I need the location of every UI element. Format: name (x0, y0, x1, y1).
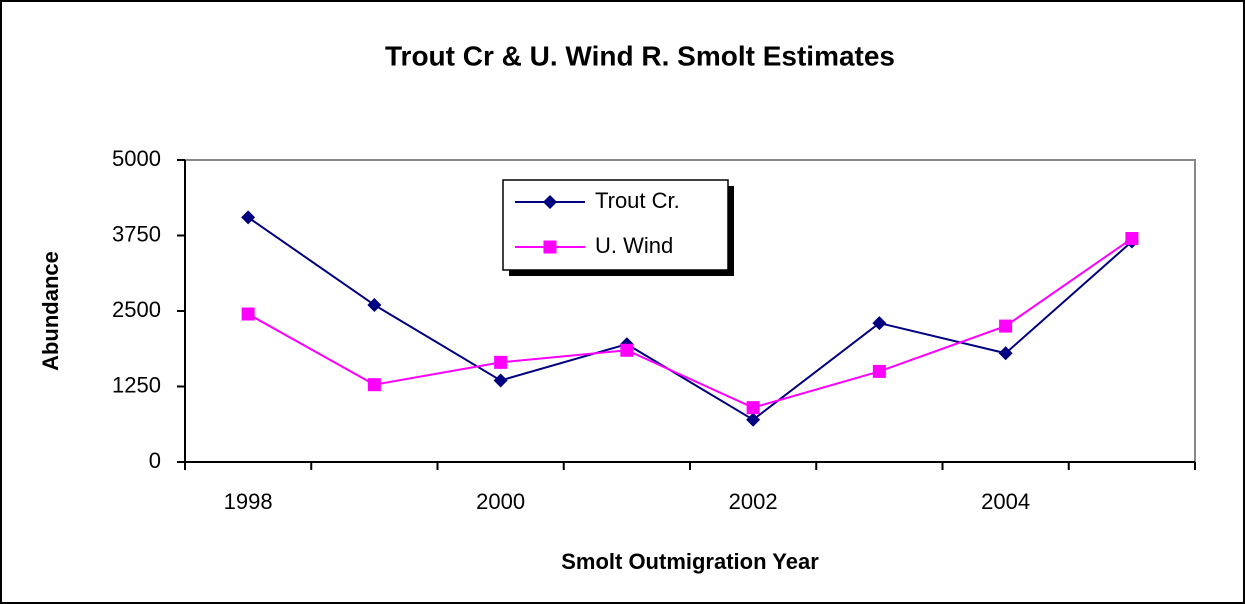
x-tick-label: 2000 (476, 489, 525, 514)
marker (241, 210, 256, 225)
marker (367, 378, 381, 392)
y-axis-label: Abundance (38, 251, 63, 371)
series-line (247, 216, 1133, 421)
marker (746, 412, 761, 427)
marker (241, 307, 255, 321)
marker (1125, 232, 1139, 246)
y-tick-label: 1250 (112, 372, 161, 397)
y-tick-label: 2500 (112, 297, 161, 322)
series-line (247, 237, 1133, 409)
x-axis-label: Smolt Outmigration Year (561, 549, 819, 574)
x-tick-label: 2004 (981, 489, 1030, 514)
marker (543, 195, 557, 209)
x-tick-label: 2002 (729, 489, 778, 514)
marker (620, 343, 634, 357)
y-tick-label: 3750 (112, 221, 161, 246)
marker (493, 373, 508, 388)
chart-title: Trout Cr & U. Wind R. Smolt Estimates (385, 40, 895, 71)
x-tick-label: 1998 (224, 489, 273, 514)
legend-label: Trout Cr. (595, 188, 680, 213)
marker (367, 297, 382, 312)
marker (998, 346, 1013, 361)
marker (872, 316, 887, 331)
y-tick-label: 0 (149, 448, 161, 473)
legend (502, 179, 729, 271)
marker (872, 364, 886, 378)
marker (494, 355, 508, 369)
marker (746, 401, 760, 415)
marker (999, 319, 1013, 333)
y-tick-label: 5000 (112, 146, 161, 171)
legend-label: U. Wind (595, 233, 673, 258)
marker (543, 240, 557, 254)
